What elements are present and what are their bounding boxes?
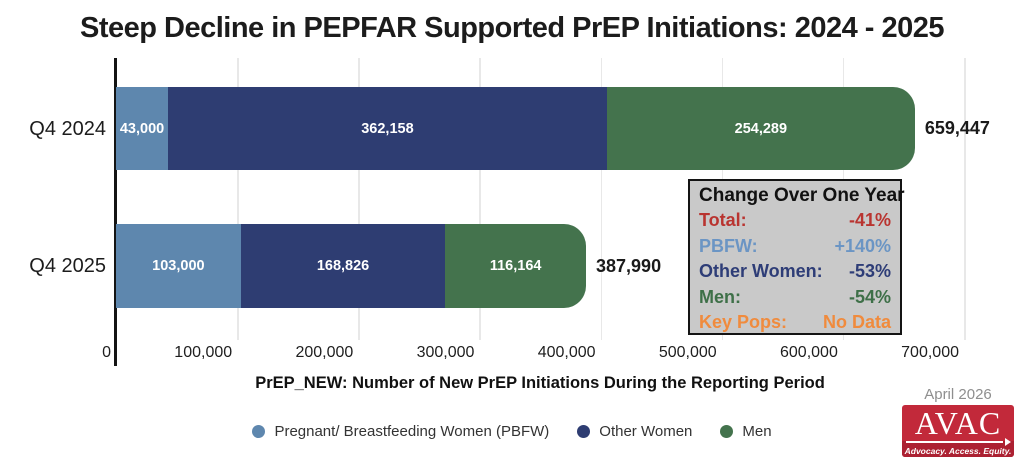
bar-segment: 43,000 [116, 87, 169, 170]
legend-item: Men [720, 423, 772, 440]
arrow-right-icon [1005, 438, 1011, 446]
change-row-value: -53% [848, 261, 891, 281]
change-row-label: PBFW: [699, 235, 758, 256]
bar-row: 43,000 362,158 254,289 [116, 87, 915, 170]
bar-segment: 254,289 [606, 87, 915, 170]
change-row: Other Women: -53% [699, 259, 891, 285]
change-row: Total: -41% [699, 208, 891, 234]
bar-total-label: 659,447 [924, 118, 990, 138]
legend-label: Pregnant/ Breastfeeding Women (PBFW) [274, 423, 550, 440]
x-tick-label: 200,000 [295, 344, 354, 361]
legend-item: Other Women [577, 423, 692, 440]
bar-total-label: 387,990 [596, 255, 662, 276]
x-tick-label: 500,000 [658, 344, 717, 361]
avac-logo-text: AVAC [914, 405, 1002, 441]
change-box-title: Change Over One Year [699, 185, 905, 206]
legend-dot-icon [252, 425, 266, 438]
legend-label: Other Women [599, 423, 693, 440]
bar-segment: 362,158 [168, 87, 607, 170]
segment-value-label: 116,164 [489, 258, 542, 274]
segment-value-label: 168,826 [316, 258, 370, 274]
change-row-label: Men: [699, 286, 741, 307]
x-tick-label: 700,000 [901, 344, 959, 361]
bar-segment: 116,164 [445, 224, 586, 308]
change-row: Key Pops: No Data [699, 310, 891, 336]
change-row-value: -41% [848, 210, 891, 230]
legend-dot-icon [577, 425, 591, 438]
change-row-value: +140% [834, 235, 891, 256]
bar-segment: 103,000 [116, 224, 241, 308]
legend: Pregnant/ Breastfeeding Women (PBFW) Othe… [0, 423, 1024, 440]
x-tick-label: 600,000 [780, 344, 838, 361]
bar-segment: 168,826 [240, 224, 446, 308]
segment-value-label: 43,000 [119, 120, 165, 137]
segment-value-label: 103,000 [152, 258, 205, 274]
gridline [479, 58, 481, 340]
x-tick-label: 100,000 [174, 344, 233, 361]
segment-value-label: 254,289 [734, 120, 788, 137]
gridline [964, 58, 966, 340]
x-tick-label: 0 [102, 344, 111, 361]
date-label: April 2026 [924, 386, 992, 403]
category-label: Q4 2025 [29, 255, 106, 277]
logo-line [906, 441, 1003, 443]
legend-label: Men [742, 423, 772, 440]
bar-row: 103,000 168,826 116,164 [116, 224, 586, 308]
change-row-label: Total: [699, 210, 747, 230]
x-axis-title: PrEP_NEW: Number of New PrEP Initiations… [255, 374, 825, 392]
change-box: Change Over One Year Total: -41% PBFW: +140… [688, 179, 905, 336]
plot-area: 0 100,000 200,000 300,000 400,000 500,000 600,… [102, 58, 990, 366]
category-label: Q4 2024 [29, 117, 106, 140]
x-tick-label: 300,000 [416, 344, 475, 361]
change-row: PBFW: +140% [699, 234, 891, 260]
avac-logo: AVAC Advocacy. Access. Equity. [902, 405, 1014, 457]
change-row-value: -54% [848, 286, 891, 307]
legend-dot-icon [720, 425, 734, 438]
change-row-label: Other Women: [699, 261, 823, 281]
avac-logo-strip: Advocacy. Access. Equity. [902, 438, 1014, 457]
page-title: Steep Decline in PEPFAR Supported PrEP I… [79, 12, 945, 44]
y-axis-line [114, 58, 117, 366]
x-tick-label: 400,000 [537, 344, 596, 361]
change-row-label: Key Pops: [699, 312, 788, 332]
change-row: Men: -54% [699, 285, 891, 311]
gridline [358, 58, 360, 340]
gridline [600, 58, 603, 340]
change-row-value: No Data [822, 312, 891, 332]
gridline [237, 58, 239, 340]
avac-logo-tagline: Advocacy. Access. Equity. [904, 446, 1012, 456]
legend-item: Pregnant/ Breastfeeding Women (PBFW) [252, 423, 549, 440]
segment-value-label: 362,158 [361, 120, 414, 137]
